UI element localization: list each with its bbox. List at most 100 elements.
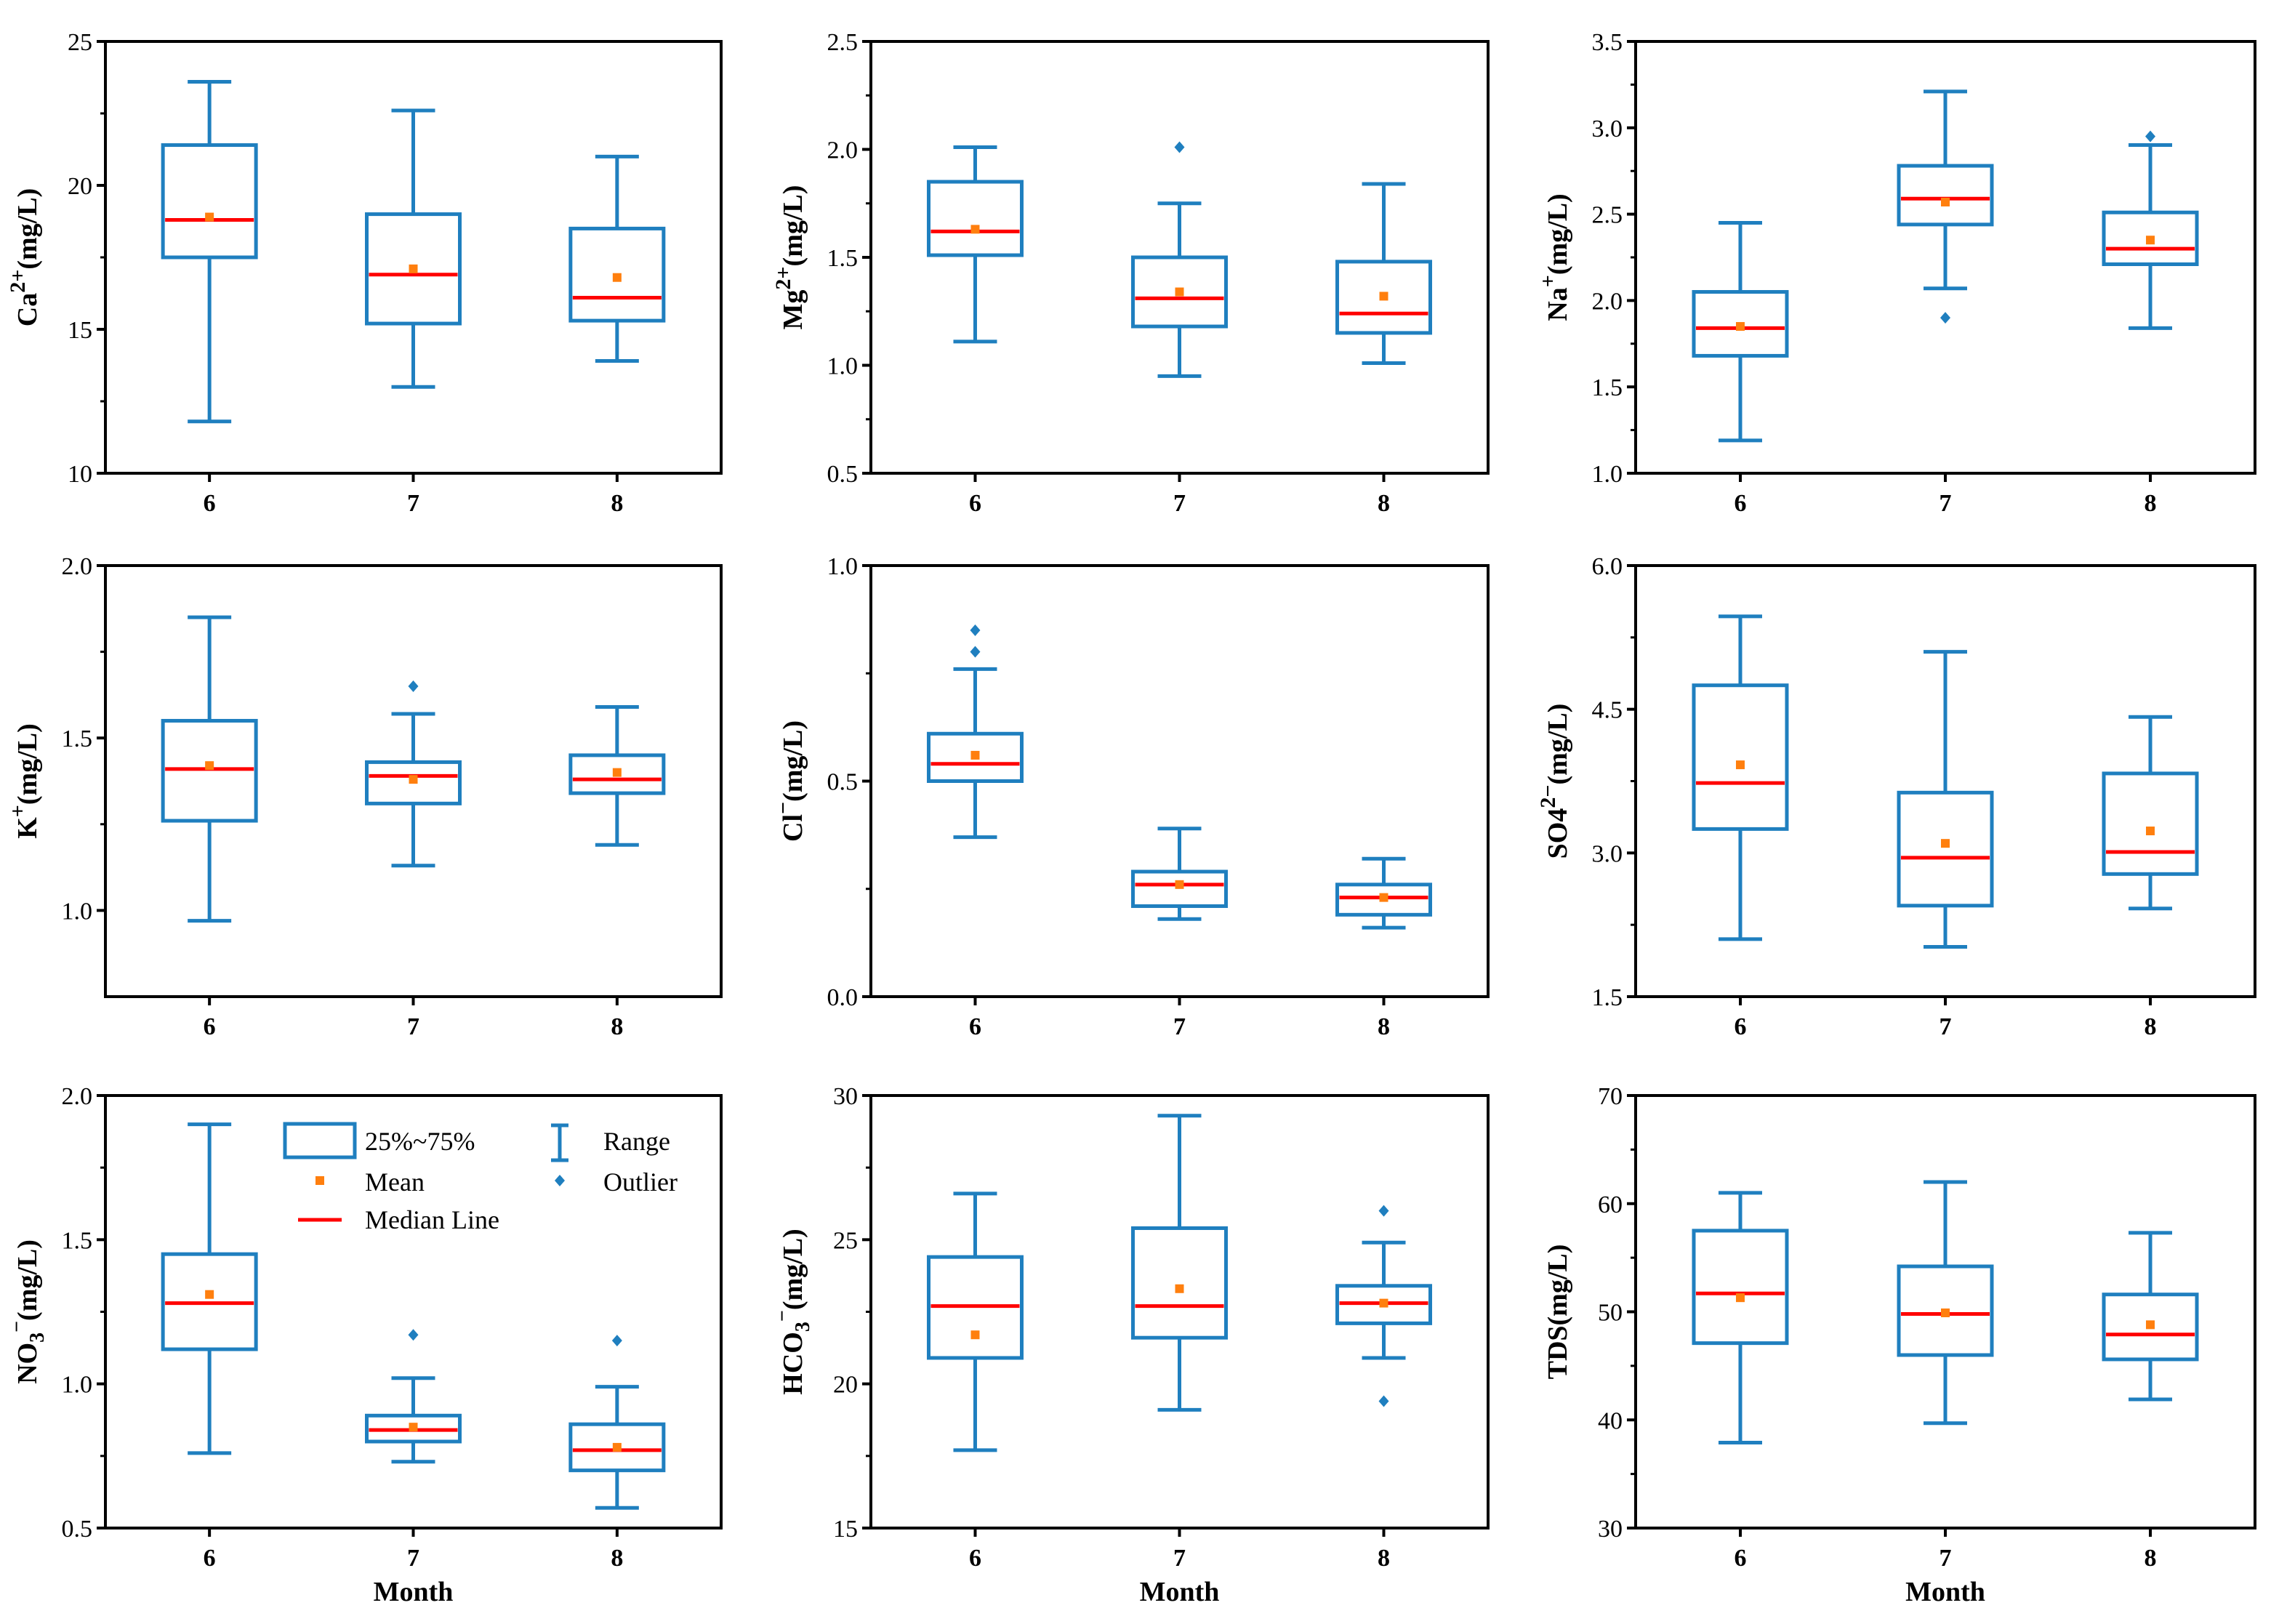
box-month-7	[1897, 650, 1994, 949]
x-tick-label: 6	[204, 490, 216, 517]
box-month-7	[1131, 1114, 1228, 1412]
x-tick-label: 7	[407, 1013, 419, 1040]
mean-marker	[1735, 760, 1745, 770]
mean-marker	[1379, 893, 1388, 902]
box-month-6	[161, 79, 258, 424]
y-label-tail: (mg/L)	[12, 723, 43, 805]
x-tick-label: 8	[1378, 1013, 1390, 1040]
legend-box-swatch	[283, 1122, 357, 1159]
box-month-6	[1692, 614, 1789, 941]
iqr-box	[1897, 164, 1994, 227]
y-label-main: SO4	[1543, 808, 1573, 859]
mean-marker	[1941, 197, 1950, 206]
outlier-marker	[1940, 312, 1950, 324]
y-label-tail: (mg/L)	[778, 1229, 808, 1310]
box-month-7	[1897, 1180, 1994, 1426]
mean-marker	[1941, 1308, 1950, 1317]
outlier-marker	[408, 680, 419, 693]
panel-7: 0.5 1.0 1.5 2.0 6 7 8 NO3−(mg/L) Month 25%~75% Ran…	[6, 1083, 723, 1607]
mean-marker	[1175, 1284, 1184, 1293]
box-month-6	[161, 1122, 258, 1455]
x-tick-label: 6	[969, 1013, 981, 1040]
legend-mean-swatch	[315, 1176, 324, 1185]
y-tick-label: 1.0	[62, 898, 93, 925]
y-label-main: HCO	[778, 1332, 808, 1395]
legend: 25%~75% Range Mean Outlier Median Line	[283, 1122, 678, 1234]
mean-marker	[1941, 839, 1950, 848]
legend-mean-label: Mean	[365, 1167, 425, 1197]
box-month-8	[1335, 1205, 1433, 1407]
panel-2: 0.5 1.0 1.5 2.0 2.5 6 7 8 Mg2+(mg/L)	[771, 29, 1490, 517]
y-label-sup: −	[6, 1321, 28, 1332]
panel-1: 10 15 20 25 6 7 8 Ca2+(mg/L)	[6, 29, 723, 517]
x-tick-label: 8	[2145, 490, 2157, 517]
y-tick-label: 3.0	[1592, 840, 1623, 867]
y-label-main: K	[12, 817, 43, 839]
x-tick-label: 8	[1378, 1545, 1390, 1572]
y-tick-label: 3.5	[1592, 29, 1623, 56]
x-tick-label: 7	[1173, 490, 1186, 517]
y-tick-label: 30	[833, 1083, 858, 1110]
y-tick-label: 1.5	[62, 725, 93, 752]
box-month-8	[2102, 715, 2199, 911]
x-tick-label: 6	[1734, 490, 1746, 517]
y-axis-label: NO3−(mg/L)	[6, 1239, 49, 1384]
mean-marker	[205, 212, 214, 222]
mean-marker	[2146, 827, 2155, 836]
box-month-8	[568, 1335, 666, 1510]
y-label-tail: (mg/L)	[1543, 193, 1573, 275]
mean-marker	[1735, 322, 1745, 331]
y-label-tail: (mg/L)	[12, 188, 43, 270]
mean-marker	[612, 273, 622, 282]
y-tick-label: 0.5	[62, 1516, 93, 1543]
mean-marker	[2146, 236, 2155, 245]
y-tick-label: 0.0	[827, 984, 859, 1011]
y-tick-label: 30	[1598, 1516, 1623, 1543]
y-tick-label: 2.0	[62, 1083, 93, 1110]
outlier-marker	[970, 624, 981, 636]
x-tick-label: 6	[204, 1013, 216, 1040]
y-tick-label: 25	[833, 1227, 858, 1254]
y-axis-label: TDS(mg/L)	[1543, 1245, 1573, 1380]
y-label-tail: (mg/L)	[1543, 704, 1573, 785]
panel-8: 15 20 25 30 6 7 8 HCO3−(mg/L) Month	[771, 1083, 1490, 1607]
mean-marker	[970, 225, 980, 234]
y-tick-label: 4.5	[1592, 697, 1623, 724]
y-tick-label: 40	[1598, 1407, 1623, 1434]
box-month-6	[926, 145, 1024, 344]
y-tick-label: 1.5	[1592, 374, 1623, 401]
y-tick-label: 70	[1598, 1083, 1623, 1110]
y-tick-label: 20	[833, 1372, 858, 1399]
box-month-6	[1692, 220, 1789, 443]
box-month-7	[1131, 141, 1228, 378]
iqr-box	[1897, 790, 1994, 908]
outlier-marker	[1378, 1205, 1389, 1217]
panel-3: 1.0 1.5 2.0 2.5 3.0 3.5 6 7 8 Na+(mg/L)	[1536, 29, 2256, 517]
y-tick-label: 1.5	[827, 245, 859, 272]
y-label-main: Cl	[778, 814, 808, 842]
mean-marker	[205, 1290, 214, 1299]
x-tick-label: 7	[407, 490, 419, 517]
x-axis-label: Month	[1905, 1577, 1985, 1607]
box-month-6	[926, 624, 1024, 840]
box-month-7	[365, 680, 462, 868]
y-label-tail: (mg/L)	[778, 185, 808, 267]
y-axis-label: Cl−(mg/L)	[771, 720, 808, 842]
legend-range-label: Range	[603, 1127, 670, 1156]
x-tick-label: 7	[1940, 1545, 1952, 1572]
x-tick-label: 6	[204, 1545, 216, 1572]
box-month-8	[568, 705, 666, 847]
box-month-8	[1335, 182, 1433, 366]
box-month-8	[568, 154, 666, 363]
y-tick-label: 0.5	[827, 769, 859, 796]
box-month-6	[1692, 1191, 1789, 1444]
y-tick-label: 10	[68, 461, 92, 488]
y-label-sup: +	[6, 805, 30, 817]
y-label-tail: (mg/L)	[778, 720, 808, 802]
x-tick-label: 8	[2145, 1545, 2157, 1572]
box-month-6	[926, 1191, 1024, 1452]
mean-marker	[2146, 1320, 2155, 1330]
x-tick-label: 6	[969, 490, 981, 517]
y-tick-label: 2.0	[1592, 288, 1623, 315]
y-axis-label: Ca2+(mg/L)	[6, 188, 43, 326]
